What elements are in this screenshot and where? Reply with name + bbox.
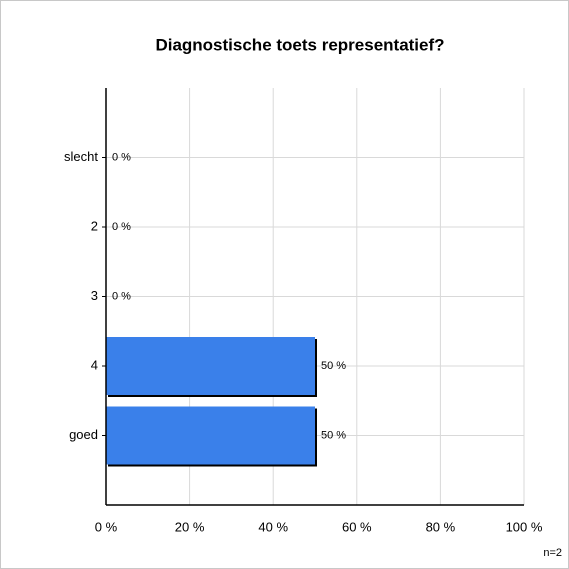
x-tick-label: 100 % — [506, 519, 543, 534]
bar — [106, 406, 315, 465]
x-tick-label: 20 % — [175, 519, 205, 534]
y-tick-label: 4 — [91, 357, 98, 372]
annotation: n=2 — [543, 547, 562, 559]
x-tick-label: 40 % — [258, 519, 288, 534]
x-tick-label: 80 % — [426, 519, 456, 534]
value-label: 0 % — [112, 221, 131, 233]
y-tick-label: slecht — [64, 149, 98, 164]
x-tick-label: 0 % — [95, 519, 118, 534]
value-label: 0 % — [112, 290, 131, 302]
y-tick-label: goed — [69, 427, 98, 442]
value-label: 50 % — [321, 429, 346, 441]
value-label: 0 % — [112, 151, 131, 163]
chart-title: Diagnostische toets representatief? — [155, 35, 444, 54]
x-tick-label: 60 % — [342, 519, 372, 534]
y-tick-label: 2 — [91, 218, 98, 233]
bar — [106, 337, 315, 395]
value-label: 50 % — [321, 360, 346, 372]
y-tick-label: 3 — [91, 288, 98, 303]
